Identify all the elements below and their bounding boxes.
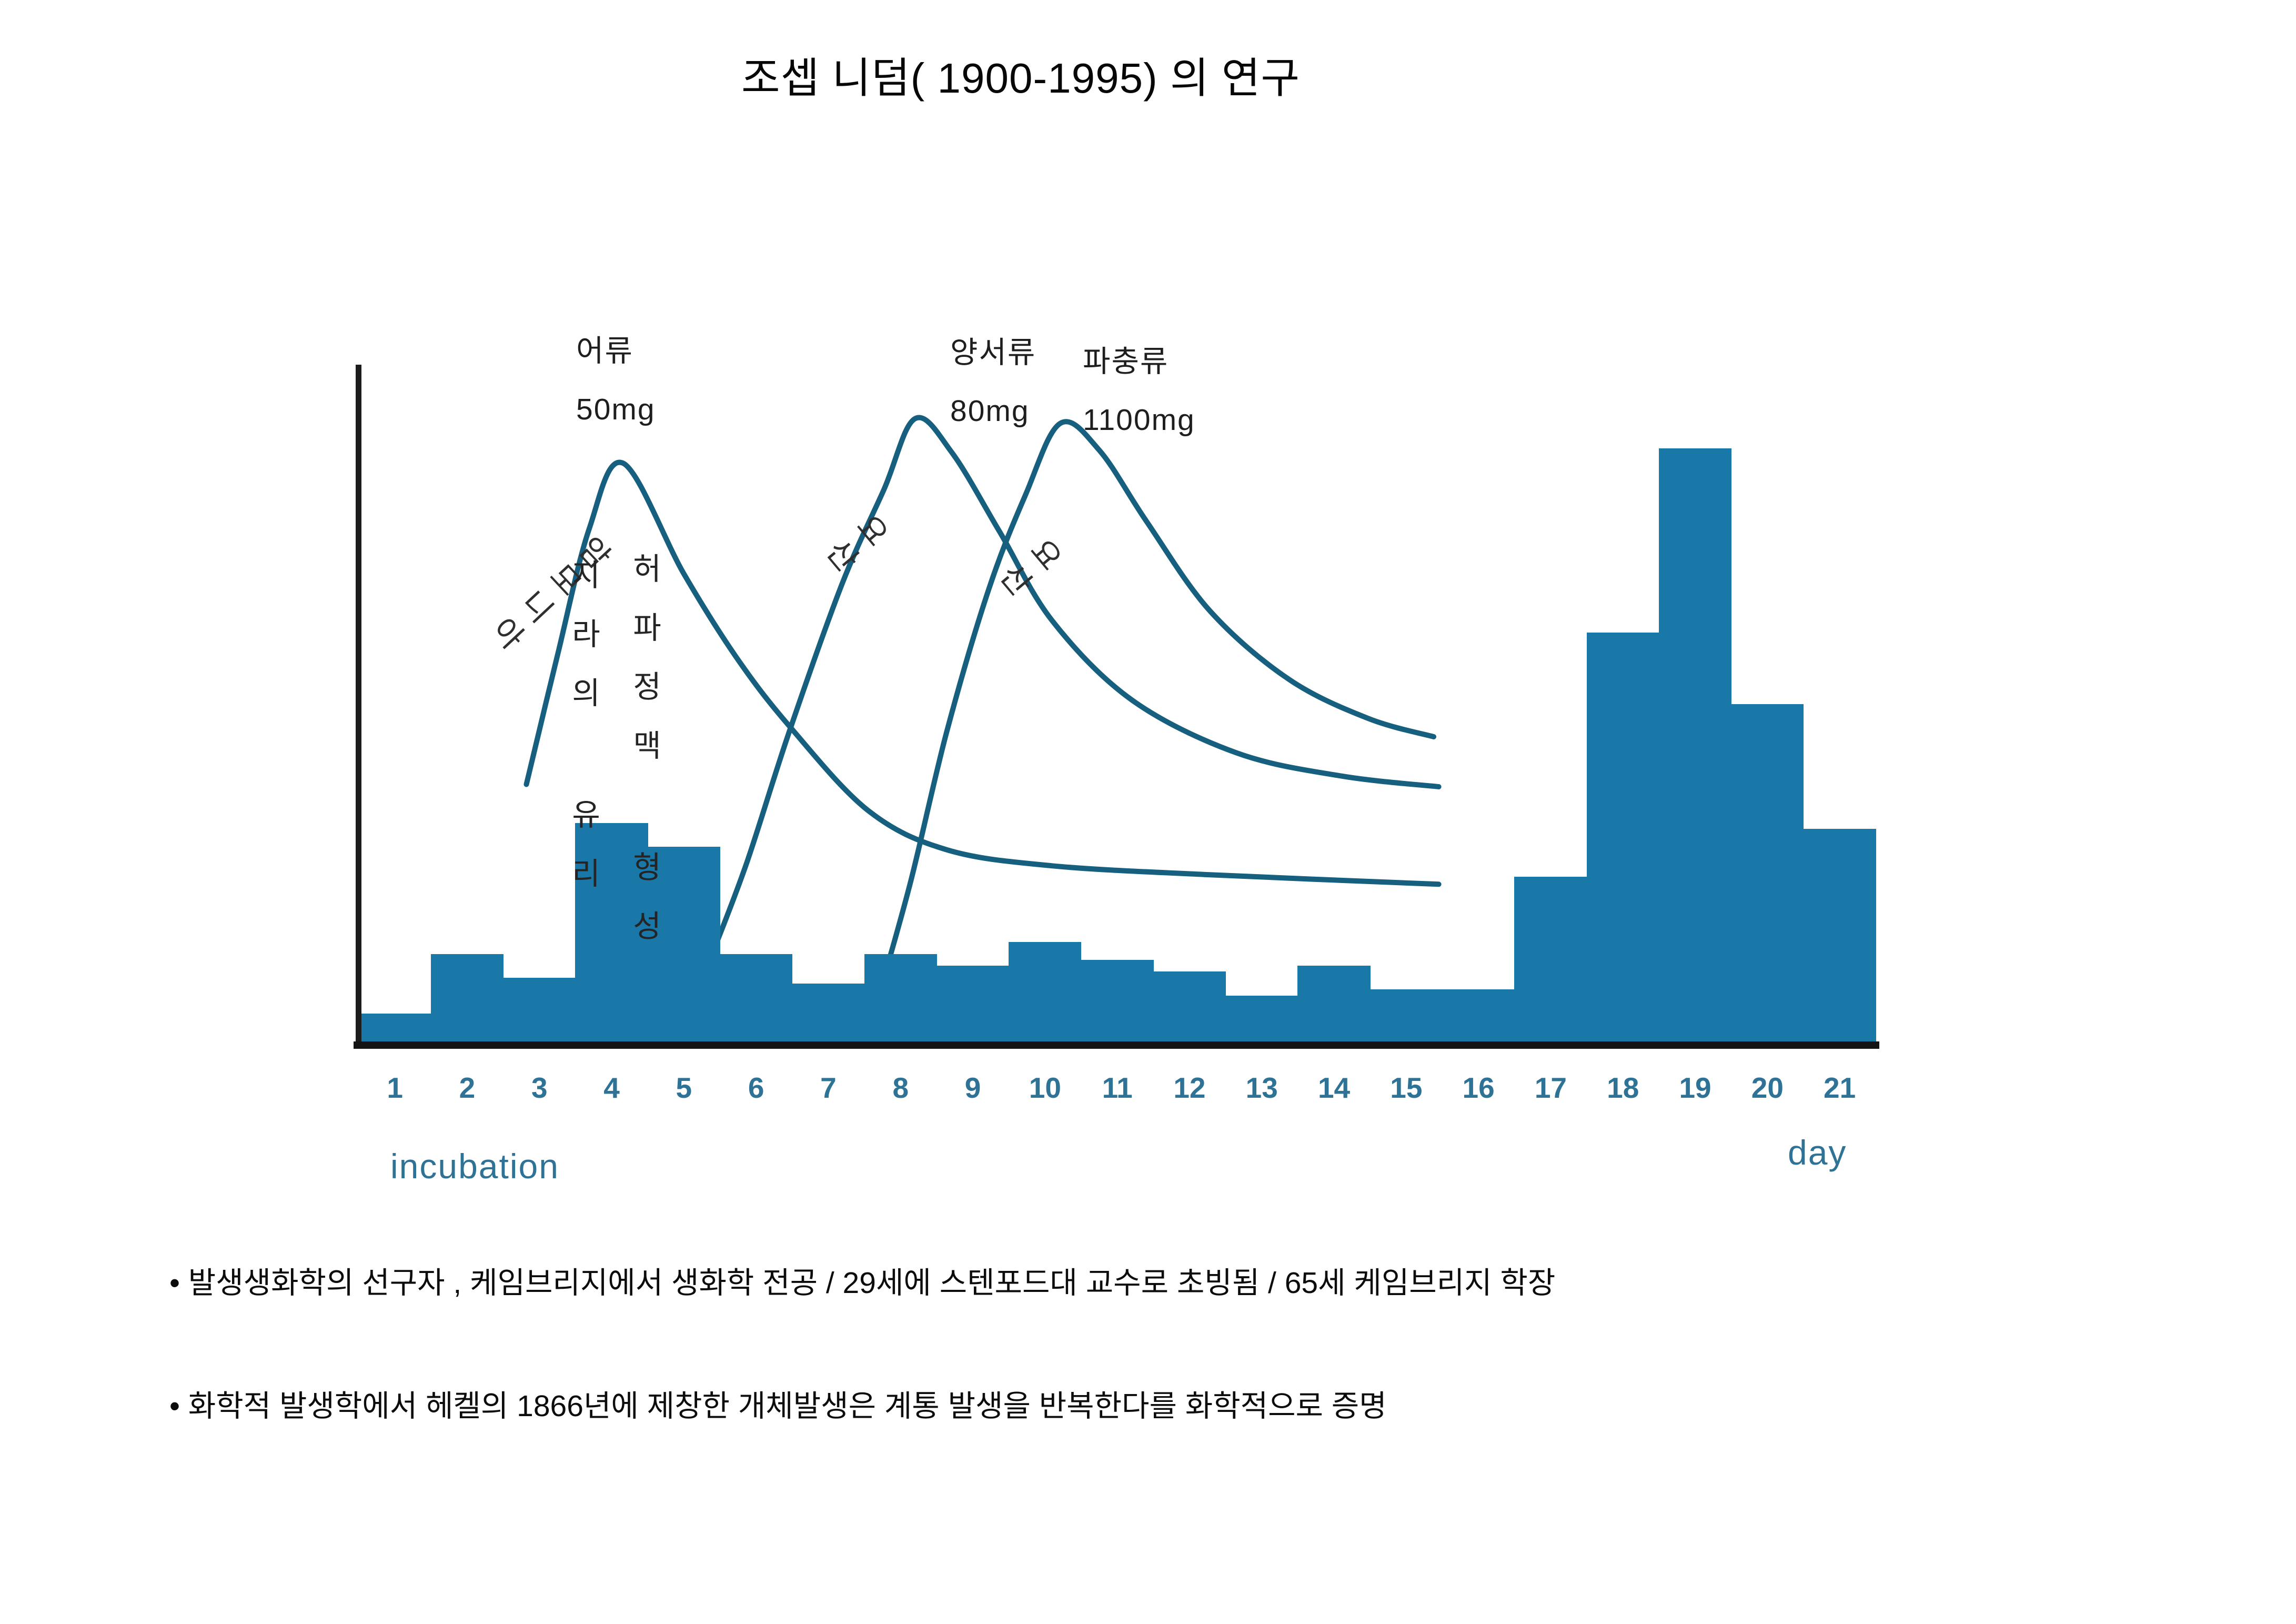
rotated-label-curve3: 요산: [985, 528, 1069, 606]
label-fish: 어류 50mg: [576, 322, 656, 439]
x-tick-7: 7: [820, 1071, 837, 1104]
curve-path-3-파충류: [870, 419, 1436, 1018]
x-tick-16: 16: [1462, 1071, 1495, 1104]
bar-day-5: [647, 847, 720, 1047]
bar-day-9: [936, 966, 1010, 1047]
x-axis-line: [354, 1041, 1879, 1049]
bullet-item: • 화학적 발생학에서 헤켈의 1866년에 제창한 개체발생은 계통 발생을 …: [169, 1389, 1387, 1423]
incubation-label: incubation: [390, 1147, 559, 1186]
x-tick-3: 3: [531, 1071, 548, 1104]
rotated-label-curve2: 요산: [812, 504, 895, 582]
x-tick-5: 5: [676, 1071, 692, 1104]
x-tick-11: 11: [1102, 1071, 1133, 1104]
day-label: day: [1788, 1133, 1847, 1172]
x-tick-10: 10: [1029, 1071, 1061, 1104]
bar-day-6: [720, 954, 793, 1047]
annotation-lung-vein: 허파정맥 형성: [627, 553, 661, 969]
x-tick-14: 14: [1317, 1071, 1351, 1104]
y-axis-line: [356, 365, 361, 1048]
x-tick-15: 15: [1390, 1071, 1423, 1104]
x-tick-9: 9: [964, 1071, 981, 1104]
bar-day-3: [503, 977, 576, 1047]
label-reptile: 파충류 1100mg: [1083, 333, 1195, 449]
x-tick-21: 21: [1824, 1071, 1856, 1104]
annotation-spleen: 지라의 유리: [566, 559, 600, 916]
x-tick-17: 17: [1534, 1071, 1567, 1104]
x-tick-18: 18: [1607, 1071, 1639, 1104]
bar-day-4: [575, 823, 648, 1047]
label-amphibian-amount: 80mg: [950, 394, 1030, 428]
bar-day-15: [1369, 989, 1443, 1047]
bar-day-14: [1297, 966, 1371, 1047]
x-tick-4: 4: [603, 1071, 620, 1104]
bar-day-12: [1153, 971, 1226, 1047]
x-tick-1: 1: [387, 1071, 403, 1104]
bar-day-8: [864, 954, 937, 1047]
bar-day-7: [792, 984, 865, 1047]
bullet-item: • 발생생화학의 선구자 , 케임브리지에서 생화학 전공 / 29세에 스텐포…: [169, 1266, 1556, 1300]
bar-day-13: [1225, 995, 1298, 1047]
x-tick-6: 6: [748, 1071, 764, 1104]
bar-day-16: [1442, 989, 1515, 1047]
x-tick-12: 12: [1173, 1071, 1206, 1104]
label-reptile-name: 파충류: [1083, 345, 1169, 378]
x-tick-20: 20: [1751, 1071, 1784, 1104]
label-amphibian-name: 양서류: [950, 336, 1036, 369]
x-tick-13: 13: [1245, 1071, 1278, 1104]
label-reptile-amount: 1100mg: [1083, 403, 1195, 437]
curve-path-2-양서류: [710, 415, 1442, 956]
bar-day-21: [1803, 829, 1876, 1047]
bar-day-11: [1081, 959, 1154, 1047]
x-tick-8: 8: [892, 1071, 909, 1104]
label-fish-amount: 50mg: [576, 393, 656, 427]
x-tick-2: 2: [459, 1071, 476, 1104]
bar-day-19: [1658, 448, 1732, 1047]
label-amphibian: 양서류 80mg: [950, 324, 1036, 440]
x-tick-19: 19: [1679, 1071, 1711, 1104]
bar-day-2: [430, 954, 504, 1047]
bar-day-10: [1009, 941, 1082, 1047]
bar-day-18: [1586, 633, 1659, 1047]
bar-day-17: [1514, 876, 1587, 1047]
bar-day-20: [1731, 704, 1804, 1047]
label-fish-name: 어류: [576, 334, 633, 368]
slide-title: 조셉 니덤( 1900-1995) 의 연구: [741, 55, 1300, 102]
